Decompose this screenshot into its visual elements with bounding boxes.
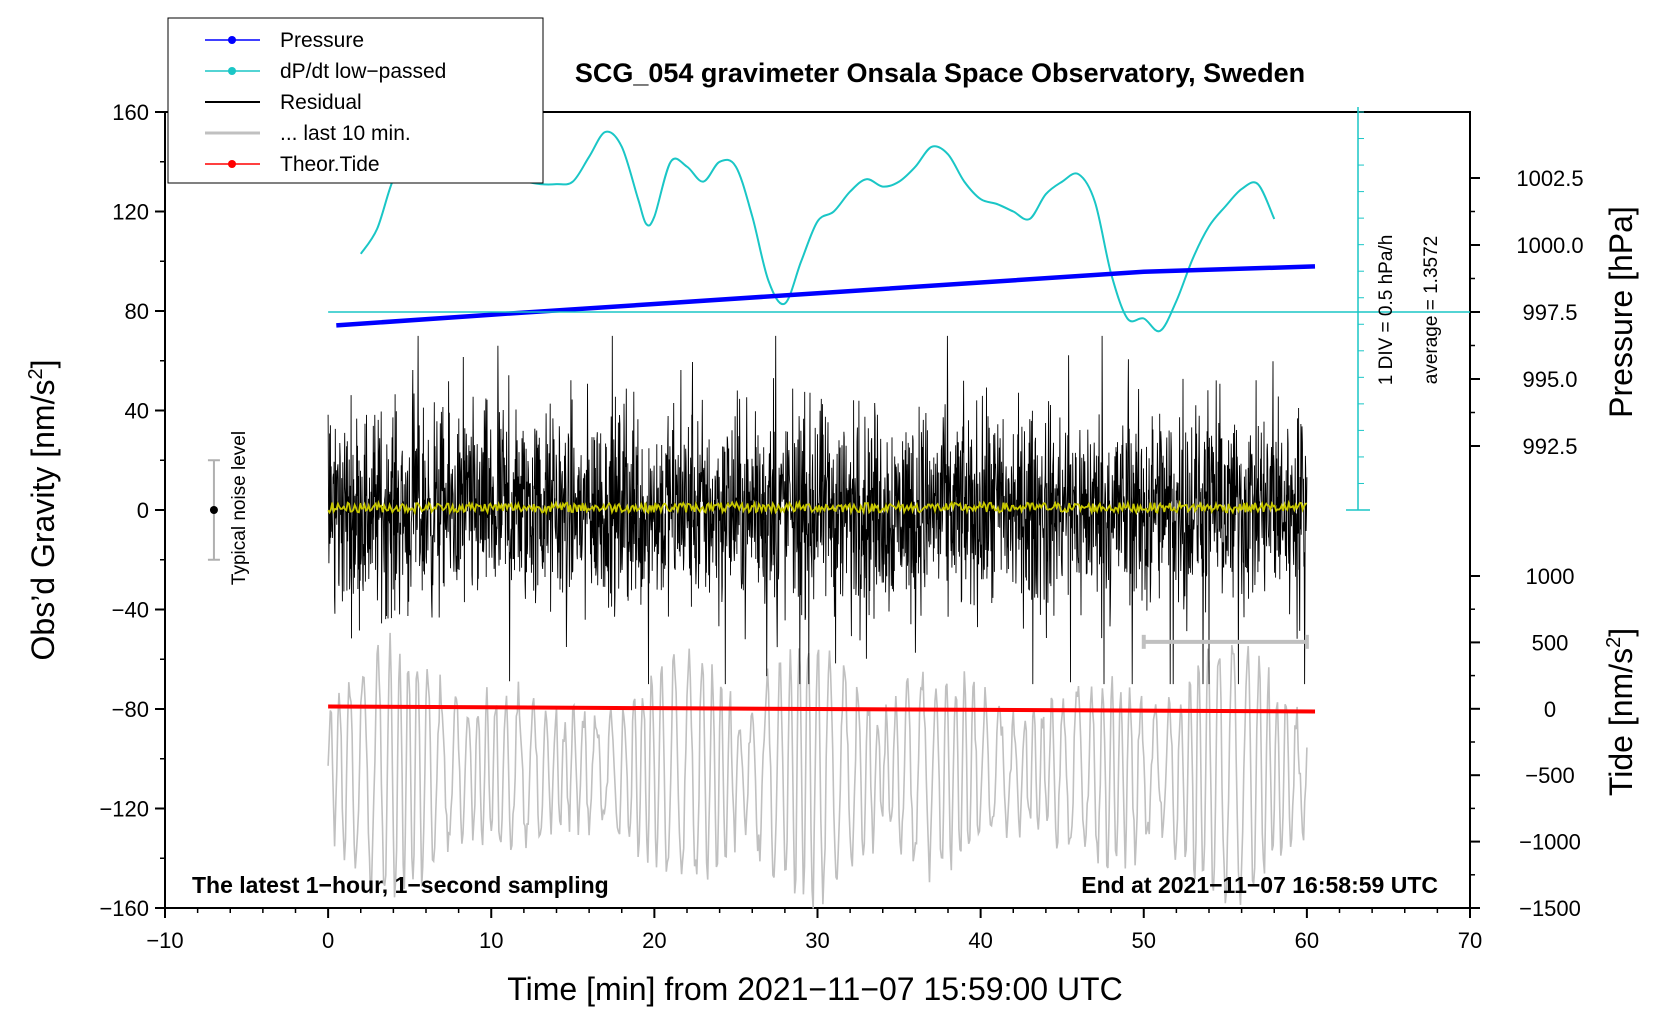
x-tick-label: 20 [642, 928, 666, 953]
y-tick-label: −160 [99, 896, 149, 921]
tide-tick-label: 500 [1532, 630, 1569, 655]
noise-level-label: Typical noise level [229, 431, 250, 585]
legend-marker [228, 36, 236, 44]
theor-tide-series [328, 704, 1316, 714]
pressure-tick-label: 995.0 [1522, 367, 1577, 392]
x-tick-label: 30 [805, 928, 829, 953]
pressure-series [336, 264, 1316, 328]
y-tick-label: 120 [112, 200, 149, 225]
y-tick-label: −40 [112, 598, 149, 623]
y-axis-label-pressure: Pressure [hPa] [1603, 206, 1639, 418]
x-tick-label: 40 [968, 928, 992, 953]
axes: −10 0 10 20 30 40 50 60 70 160 120 80 40 0 −40 −80 −120 −… [99, 100, 1583, 953]
x-tick-label: 10 [479, 928, 503, 953]
footer-sampling-note: The latest 1−hour, 1−second sampling [192, 872, 609, 898]
pressure-tick-label: 1000.0 [1516, 233, 1583, 258]
footer-end-time: End at 2021−11−07 16:58:59 UTC [1081, 872, 1438, 898]
pressure-line [336, 264, 1316, 328]
dpdt-scale-note: 1 DIV = 0.5 hPa/h [1376, 235, 1397, 386]
y-tick-label: 80 [125, 299, 149, 324]
legend-marker [228, 67, 236, 75]
legend-label: dP/dt low−passed [280, 60, 446, 83]
last-10-min-series [327, 632, 1308, 909]
last-10-min-line [327, 632, 1308, 909]
y-tick-label: 40 [125, 399, 149, 424]
pressure-tick-label: 1002.5 [1516, 166, 1583, 191]
tide-tick-label: 0 [1544, 697, 1556, 722]
noise-level-point [209, 506, 218, 514]
pressure-tick-label: 992.5 [1522, 434, 1577, 459]
legend-label: Pressure [280, 29, 364, 52]
x-tick-label: 50 [1132, 928, 1156, 953]
legend-label: Theor.Tide [280, 153, 380, 176]
tide-tick-label: −500 [1525, 763, 1575, 788]
x-axis-label: Time [min] from 2021−11−07 15:59:00 UTC [507, 971, 1122, 1007]
theor-tide-line [328, 704, 1316, 714]
tide-tick-label: −1500 [1519, 896, 1581, 921]
legend-marker [228, 160, 236, 168]
tide-tick-label: −1000 [1519, 830, 1581, 855]
tide-tick-label: 1000 [1526, 564, 1575, 589]
x-tick-label: −10 [146, 928, 183, 953]
x-tick-label: 0 [322, 928, 334, 953]
pressure-tick-label: 997.5 [1522, 300, 1577, 325]
residual-smoothed-series [327, 499, 1308, 516]
legend-box [167, 17, 544, 184]
legend: Pressure dP/dt low−passed Residual ... last… [167, 17, 544, 184]
y-axis-label-left: Obs’d Gravity [nm/s2] [25, 360, 61, 661]
annotations [207, 107, 1470, 649]
x-tick-label: 70 [1458, 928, 1482, 953]
legend-label: Residual [280, 91, 362, 114]
chart-title: SCG_054 gravimeter Onsala Space Observat… [575, 58, 1305, 88]
dpdt-average-note: average = 1.3572 [1421, 236, 1442, 384]
y-tick-label: −80 [112, 697, 149, 722]
legend-label: ... last 10 min. [280, 122, 411, 145]
y-tick-label: 0 [137, 498, 149, 523]
x-tick-label: 60 [1295, 928, 1319, 953]
residual-smoothed-line [327, 499, 1308, 516]
y-tick-label: 160 [112, 100, 149, 125]
y-tick-label: −120 [99, 797, 149, 822]
y-axis-label-tide: Tide [nm/s2] [1603, 628, 1639, 796]
